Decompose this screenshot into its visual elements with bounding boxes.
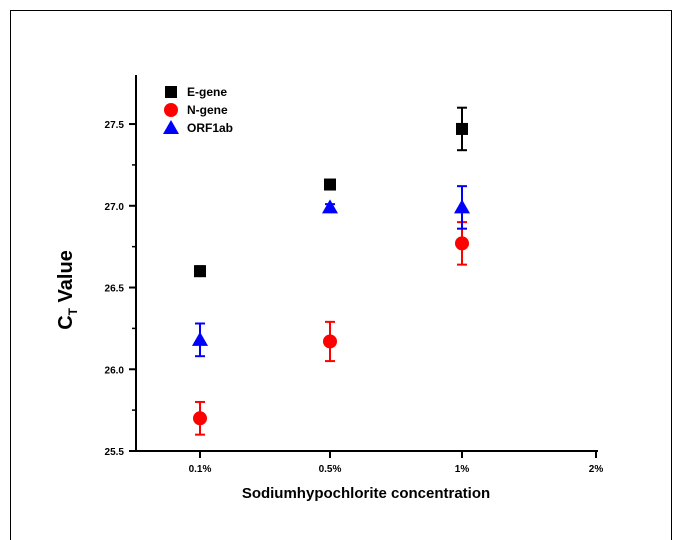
y-tick-label: 26.5 [105, 284, 125, 295]
legend: E-gene N-gene ORF1ab [163, 85, 233, 135]
data-point [456, 122, 468, 135]
y-tick-label: 25.5 [105, 447, 125, 458]
x-tick-label: 1% [455, 464, 470, 475]
data-point [192, 331, 208, 346]
legend-marker [163, 120, 179, 134]
x-tick-label: 0.5% [319, 464, 342, 475]
legend-label: ORF1ab [187, 121, 233, 135]
legend-marker [165, 86, 177, 98]
series-layer [192, 106, 470, 436]
y-axis-title-subscript: T [66, 307, 80, 315]
y-ticks: 25.5 26.0 26.5 27.0 27.5 [105, 120, 136, 458]
series-e-gene [194, 106, 468, 278]
y-tick-label: 27.0 [105, 202, 125, 213]
x-tick-label: 2% [589, 464, 604, 475]
data-point [455, 236, 469, 251]
data-point [194, 265, 206, 278]
series-orf1ab [192, 185, 470, 358]
y-axis-title: CT Value [55, 250, 80, 330]
series-n-gene [193, 221, 469, 436]
legend-marker [164, 103, 178, 117]
x-tick-label: 0.1% [189, 464, 212, 475]
data-point [322, 199, 338, 214]
axes [135, 75, 598, 452]
x-ticks: 0.1% 0.5% 1% 2% [189, 451, 604, 475]
data-point [454, 199, 470, 214]
data-point [193, 411, 207, 426]
legend-label: E-gene [187, 85, 227, 99]
y-tick-label: 26.0 [105, 365, 125, 376]
data-point [323, 334, 337, 349]
x-axis-title: Sodiumhypochlorite concentration [242, 485, 490, 502]
data-point [324, 178, 336, 191]
legend-label: N-gene [187, 103, 228, 117]
y-tick-label: 27.5 [105, 120, 125, 131]
